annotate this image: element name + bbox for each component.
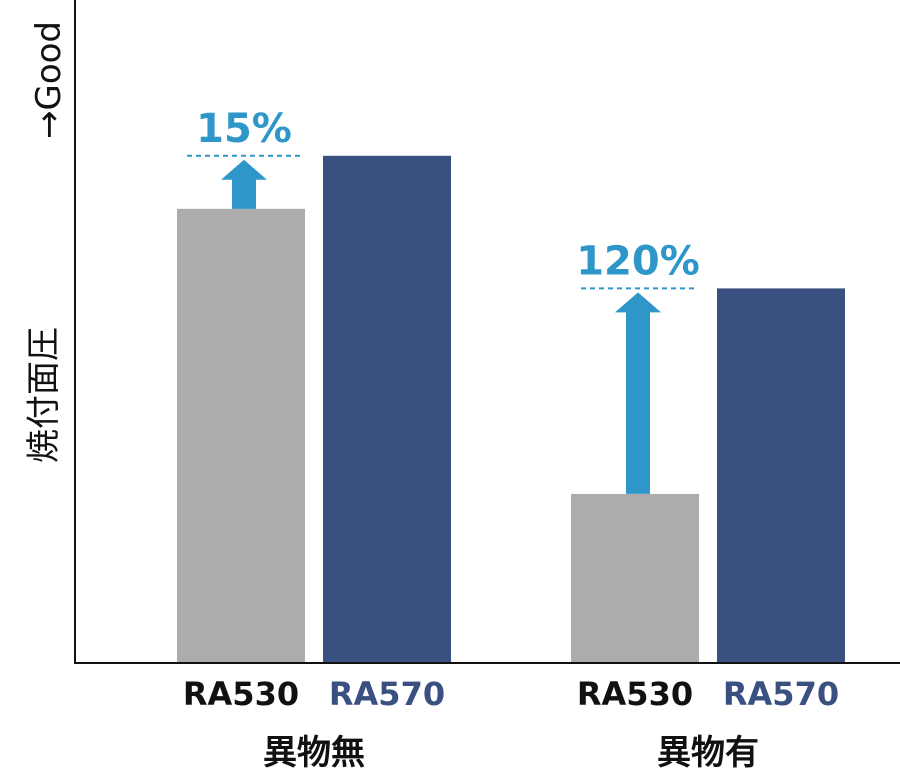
improvement-label: 120%	[576, 238, 700, 284]
bar-ra570-group-1	[323, 155, 451, 663]
group-label: 異物無	[263, 733, 365, 773]
group-label: 異物有	[657, 733, 759, 773]
x-tick-label-ra570: RA570	[723, 675, 839, 713]
improvement-label: 15%	[196, 106, 292, 152]
bar-ra570-group-2	[717, 288, 845, 663]
chart-marks: RA530 RA570 異物無 15% RA530 RA570 異物有 120%	[177, 106, 845, 773]
bar-ra530-group-1	[177, 208, 305, 663]
y-axis-direction-label: →Good	[29, 21, 69, 139]
x-tick-label-ra530: RA530	[577, 675, 693, 713]
bar-ra530-group-2	[571, 493, 699, 663]
y-axis-label: 焼付面圧	[24, 327, 64, 463]
improvement-arrow	[615, 292, 661, 494]
x-tick-label-ra530: RA530	[183, 675, 299, 713]
x-tick-label-ra570: RA570	[329, 675, 445, 713]
improvement-arrow	[221, 159, 267, 209]
